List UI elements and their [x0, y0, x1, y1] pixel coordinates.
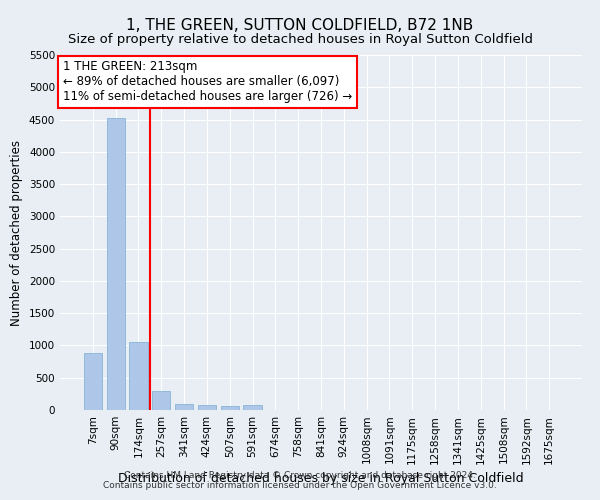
Text: Contains HM Land Registry data © Crown copyright and database right 2024.
Contai: Contains HM Land Registry data © Crown c… [103, 470, 497, 490]
X-axis label: Distribution of detached houses by size in Royal Sutton Coldfield: Distribution of detached houses by size … [118, 472, 524, 485]
Bar [198, 405, 216, 410]
Bar [221, 406, 239, 410]
Bar [130, 342, 148, 410]
Text: Size of property relative to detached houses in Royal Sutton Coldfield: Size of property relative to detached ho… [67, 32, 533, 46]
Bar [84, 353, 102, 410]
Bar [107, 118, 125, 410]
Bar [244, 406, 262, 410]
Text: 1 THE GREEN: 213sqm
← 89% of detached houses are smaller (6,097)
11% of semi-det: 1 THE GREEN: 213sqm ← 89% of detached ho… [62, 60, 352, 104]
Text: 1, THE GREEN, SUTTON COLDFIELD, B72 1NB: 1, THE GREEN, SUTTON COLDFIELD, B72 1NB [127, 18, 473, 32]
Bar [152, 392, 170, 410]
Y-axis label: Number of detached properties: Number of detached properties [10, 140, 23, 326]
Bar [175, 404, 193, 410]
